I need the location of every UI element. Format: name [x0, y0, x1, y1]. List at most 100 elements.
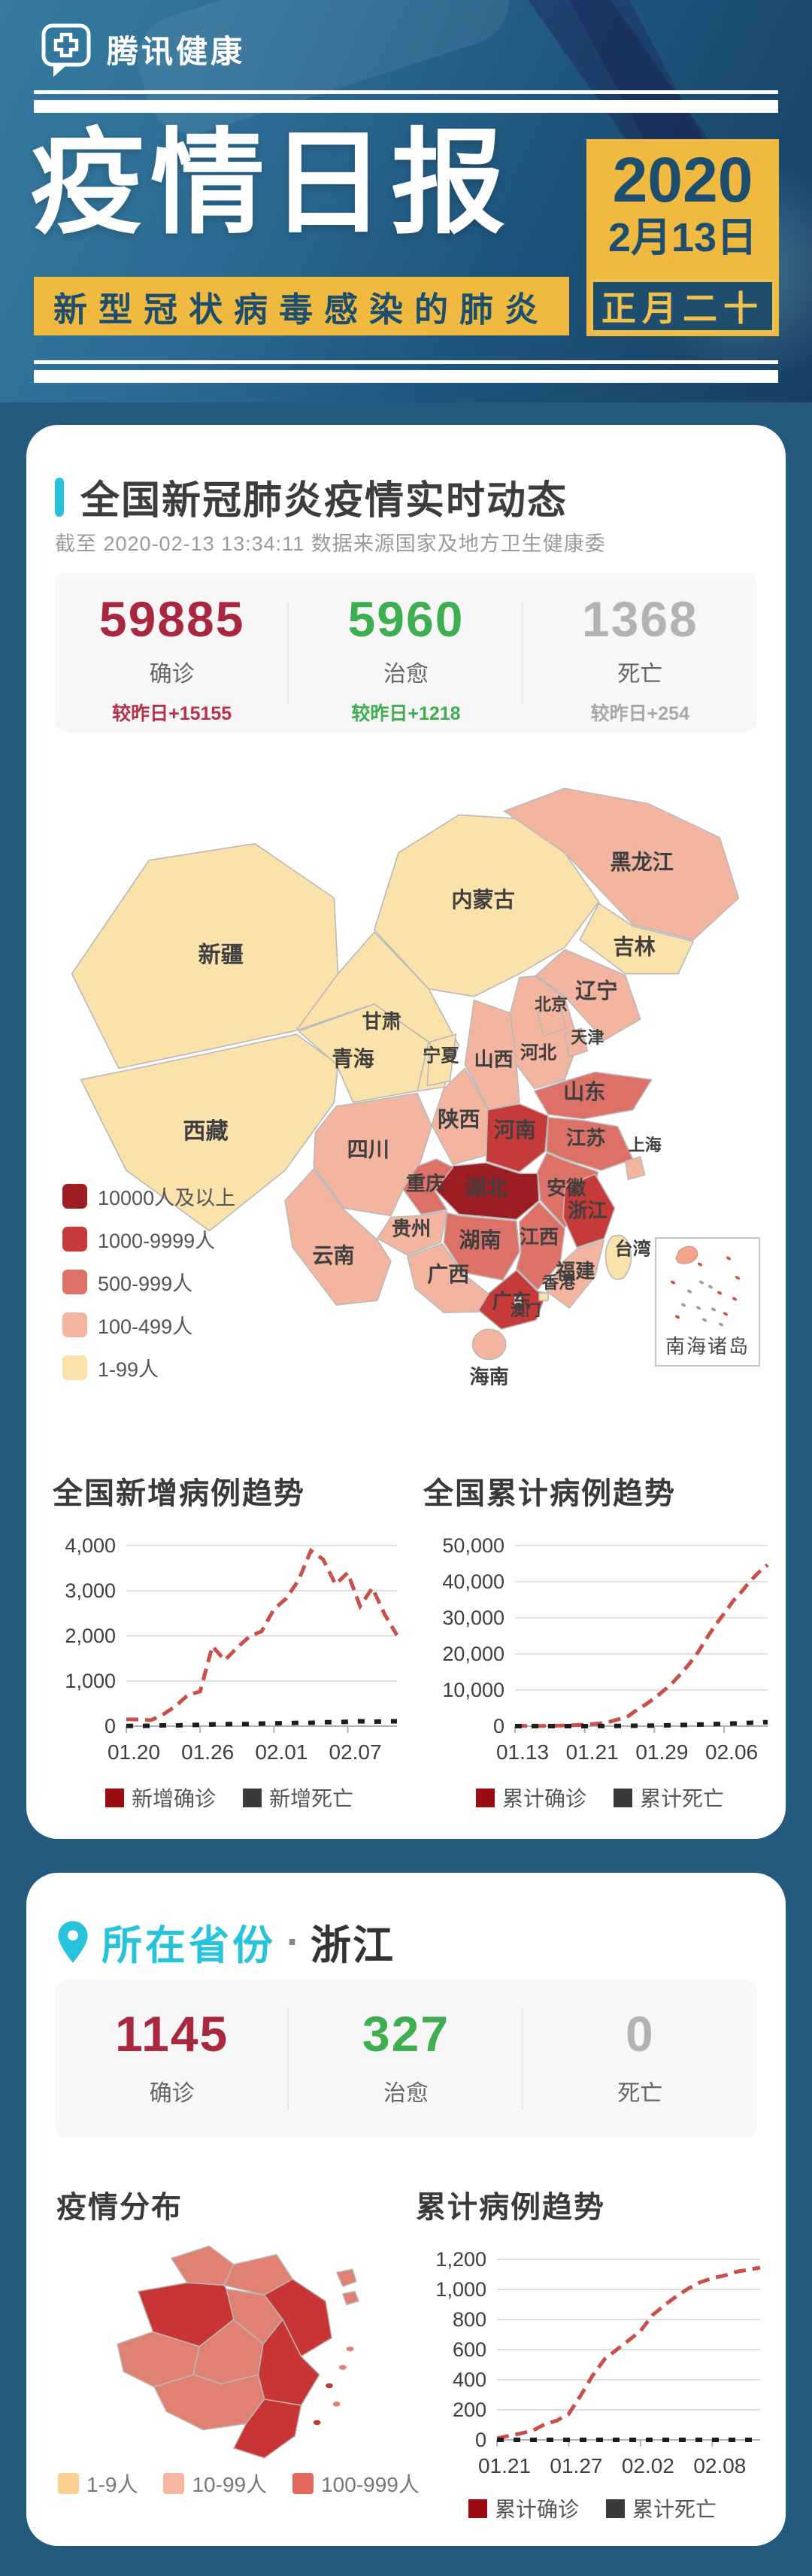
line-chart-svg: 0 1,000 2,000 3,000 4,000 01.20 01.26 02.01 02.0… [65, 1534, 399, 1764]
date-month-day: 2月13日 [607, 215, 758, 261]
line-chart-svg: 0 10,000 20,000 30,000 40,000 50,000 01.13 01.2… [442, 1534, 769, 1764]
svg-text:四川: 四川 [347, 1138, 389, 1161]
svg-text:台湾: 台湾 [615, 1239, 651, 1260]
zhejiang-map-svg [117, 2245, 359, 2459]
legend-item: 累计死亡 [614, 1783, 724, 1813]
svg-text:1,000: 1,000 [435, 2278, 486, 2301]
svg-text:20,000: 20,000 [442, 1643, 504, 1665]
national-cumulative-chart-block: 全国累计病例趋势 0 10,000 20,000 30,000 40,000 50,000… [423, 1469, 777, 1813]
svg-text:上海: 上海 [629, 1136, 662, 1154]
svg-text:10,000: 10,000 [442, 1679, 504, 1701]
svg-text:3,000: 3,000 [65, 1579, 116, 1602]
legend-item: 新增确诊 [105, 1783, 216, 1813]
chart-title: 累计病例趋势 [416, 2191, 605, 2224]
tencent-health-icon [41, 23, 91, 77]
svg-text:天津: 天津 [571, 1028, 604, 1047]
dead-label: 死亡 [617, 2081, 663, 2106]
map-legend-item: 500-999人 [62, 1267, 235, 1297]
svg-text:重庆: 重庆 [406, 1172, 445, 1194]
national-section-title: 全国新冠肺炎疫情实时动态 [80, 479, 568, 523]
accent-bar [55, 477, 64, 517]
svg-text:0: 0 [105, 1715, 116, 1737]
data-source-note: 截至 2020-02-13 13:34:11 数据来源国家及地方卫生健康委 [55, 532, 606, 555]
national-stats-box: 59885 确诊 较昨日+15155 5960 治愈 较昨日+1218 1368… [55, 572, 757, 732]
cured-value: 327 [362, 2006, 450, 2062]
brand-name: 腾讯健康 [107, 33, 246, 69]
map-legend-item: 100-999人 [292, 2468, 420, 2499]
confirmed-label: 确诊 [149, 662, 195, 687]
stat-divider [521, 2008, 523, 2110]
chart-legend: 累计确诊 累计死亡 [416, 2493, 769, 2523]
svg-text:01.29: 01.29 [635, 1740, 688, 1764]
date-year: 2020 [612, 144, 753, 215]
map-legend-item: 10000人及以上 [62, 1182, 235, 1211]
stat-cured: 5960 治愈 较昨日+1218 [289, 572, 523, 732]
svg-text:40,000: 40,000 [442, 1570, 504, 1593]
svg-text:云南: 云南 [312, 1244, 354, 1267]
divider-line [34, 100, 778, 113]
svg-text:4,000: 4,000 [65, 1534, 116, 1557]
brand-logo: 腾讯健康 [39, 20, 245, 78]
svg-text:1,200: 1,200 [435, 2248, 486, 2271]
dead-value: 0 [625, 2006, 655, 2062]
svg-text:2,000: 2,000 [65, 1625, 116, 1647]
stat-dead: 0 死亡 [523, 1980, 757, 2138]
dead-label: 死亡 [617, 662, 663, 687]
svg-text:山东: 山东 [563, 1080, 605, 1104]
stat-confirmed: 59885 确诊 较昨日+15155 [55, 572, 289, 732]
stat-divider [287, 2008, 289, 2110]
cured-value: 5960 [347, 591, 465, 647]
svg-text:02.06: 02.06 [705, 1740, 758, 1764]
province-section-title: 所在省份 [102, 1923, 276, 1968]
svg-text:800: 800 [453, 2308, 486, 2331]
province-card: 所在省份 · 浙江 1145 确诊 327 治愈 0 死亡 疫情分布 1-9人 1… [26, 1873, 786, 2546]
south-china-sea-inset: 南海诸岛 [655, 1237, 760, 1367]
header-banner: 腾讯健康 疫情日报 2020 2月13日 正月二十 新型冠状病毒感染的肺炎 [0, 0, 812, 402]
line-chart-svg: 0 200 400 600 800 1,000 1,200 01.21 01.27 02.02 02… [435, 2248, 761, 2477]
svg-text:湖南: 湖南 [459, 1229, 501, 1252]
stat-dead: 1368 死亡 较昨日+254 [523, 572, 757, 732]
divider-line [34, 90, 778, 94]
svg-text:广西: 广西 [427, 1263, 469, 1286]
svg-text:浙江: 浙江 [568, 1199, 607, 1221]
national-new-cases-chart-block: 全国新增病例趋势 0 1,000 2,000 3,000 4,000 01.20 01.26… [53, 1469, 406, 1813]
stat-divider [287, 601, 289, 703]
legend-item: 累计死亡 [606, 2493, 717, 2523]
svg-text:江西: 江西 [520, 1226, 559, 1249]
svg-text:01.27: 01.27 [550, 2454, 602, 2477]
svg-text:福建: 福建 [555, 1260, 595, 1282]
stat-cured: 327 治愈 [289, 1980, 523, 2138]
location-pin-icon [58, 1920, 88, 1963]
svg-text:600: 600 [453, 2338, 486, 2361]
svg-text:西藏: 西藏 [183, 1118, 228, 1144]
map-legend-item: 1-99人 [62, 1353, 235, 1382]
svg-text:02.01: 02.01 [255, 1740, 308, 1764]
svg-text:内蒙古: 内蒙古 [451, 888, 514, 912]
legend-item: 累计确诊 [468, 2493, 579, 2523]
svg-text:黑龙江: 黑龙江 [611, 851, 674, 874]
svg-text:30,000: 30,000 [442, 1607, 504, 1629]
divider-line [34, 370, 778, 383]
confirmed-value: 1145 [115, 2006, 229, 2062]
svg-text:0: 0 [493, 1715, 504, 1737]
legend-item: 新增死亡 [243, 1783, 353, 1813]
svg-text:400: 400 [453, 2368, 486, 2391]
province-cumulative-chart-block: 累计病例趋势 0 200 400 600 800 1,000 1,200 01.21 01.27… [416, 2183, 769, 2523]
svg-text:甘肃: 甘肃 [362, 1010, 401, 1033]
divider-line [34, 360, 778, 364]
lunar-date-box: 正月二十 [591, 280, 774, 332]
svg-text:01.21: 01.21 [478, 2454, 531, 2477]
map-legend-item: 10-99人 [163, 2468, 267, 2499]
confirmed-delta: 较昨日+15155 [112, 703, 232, 724]
svg-text:01.26: 01.26 [181, 1740, 234, 1764]
map-legend-item: 1000-9999人 [62, 1224, 235, 1254]
svg-text:陕西: 陕西 [438, 1108, 480, 1131]
svg-text:贵州: 贵州 [392, 1218, 431, 1240]
chart-title: 全国新增病例趋势 [53, 1477, 305, 1510]
svg-text:02.02: 02.02 [622, 2454, 674, 2477]
svg-text:广东: 广东 [492, 1290, 532, 1312]
svg-text:50,000: 50,000 [442, 1534, 504, 1557]
confirmed-label: 确诊 [149, 2081, 195, 2106]
